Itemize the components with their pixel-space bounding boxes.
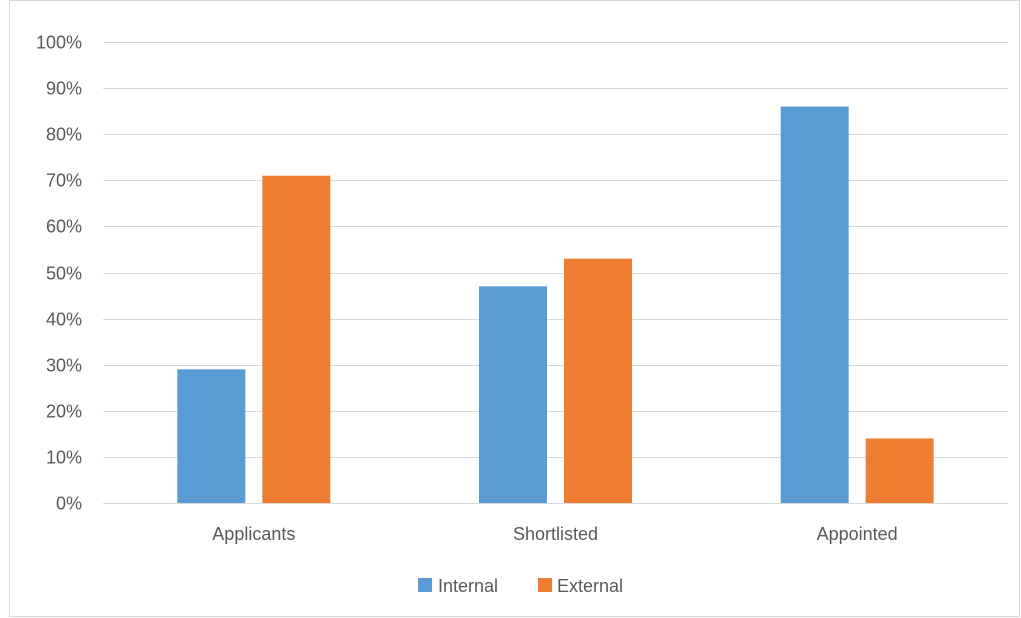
y-tick-label: 40%: [46, 310, 82, 330]
legend-label-internal: Internal: [438, 576, 498, 596]
bar-external-shortlisted: [564, 258, 632, 503]
y-tick-label: 10%: [46, 448, 82, 468]
y-tick-label: 90%: [46, 79, 82, 99]
y-tick-label: 60%: [46, 217, 82, 237]
x-category-label: Shortlisted: [513, 524, 598, 544]
legend: Internal External: [418, 576, 623, 596]
legend-swatch-external: [538, 578, 552, 592]
y-tick-label: 0%: [56, 494, 82, 514]
x-category-label: Applicants: [212, 524, 295, 544]
bar-internal-shortlisted: [479, 286, 547, 503]
gridlines: [103, 42, 1008, 458]
y-tick-label: 80%: [46, 125, 82, 145]
x-category-label: Appointed: [817, 524, 898, 544]
bars: [177, 106, 934, 503]
y-tick-label: 50%: [46, 264, 82, 284]
bar-external-appointed: [865, 438, 934, 503]
y-tick-label: 100%: [36, 33, 82, 53]
y-tick-label: 30%: [46, 356, 82, 376]
bar-internal-applicants: [177, 369, 246, 503]
y-tick-label: 70%: [46, 171, 82, 191]
bar-internal-appointed: [780, 106, 849, 503]
legend-label-external: External: [557, 576, 623, 596]
y-tick-label: 20%: [46, 402, 82, 422]
legend-swatch-internal: [418, 578, 432, 592]
x-axis: Applicants Shortlisted Appointed: [103, 503, 1008, 544]
bar-external-applicants: [262, 175, 331, 503]
y-axis-ticks: 0% 10% 20% 30% 40% 50% 60% 70% 80% 90% 100%: [36, 33, 82, 514]
